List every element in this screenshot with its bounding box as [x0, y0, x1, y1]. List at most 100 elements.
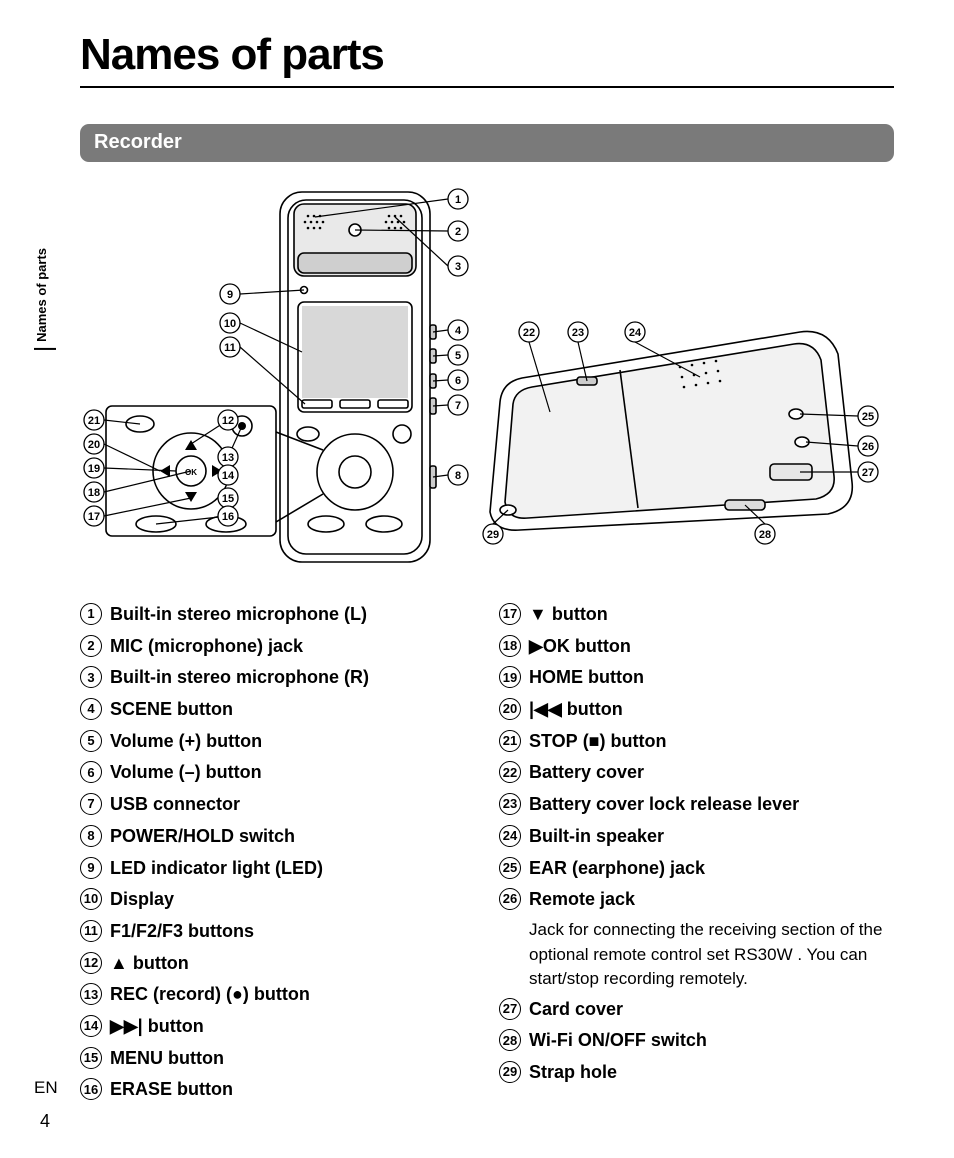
part-number: 26 [499, 888, 521, 910]
part-item-23: 23 Battery cover lock release lever [499, 790, 894, 820]
parts-column-right: 17▼ button 18 ▶OK button19HOME button20|◀◀… [499, 600, 894, 1107]
svg-text:8: 8 [455, 470, 461, 482]
part-item-8: 8 POWER/HOLD switch [80, 822, 475, 852]
part-label: EAR (earphone) jack [529, 854, 705, 884]
part-number: 23 [499, 793, 521, 815]
part-number: 24 [499, 825, 521, 847]
part-label: SCENE button [110, 695, 233, 725]
part-label: ▶OK button [529, 632, 631, 662]
part-label: USB connector [110, 790, 240, 820]
part-item-9: 9LED indicator light (LED) [80, 854, 475, 884]
part-item-12: 12▲ button [80, 949, 475, 979]
parts-list: 1 Built-in stereo microphone (L)2MIC (mic… [80, 600, 894, 1107]
part-number: 22 [499, 761, 521, 783]
part-item-28: 28 Wi-Fi ON/OFF switch [499, 1026, 894, 1056]
part-item-21: 21 STOP (■) button [499, 727, 894, 757]
part-item-20: 20|◀◀ button [499, 695, 894, 725]
part-number: 1 [80, 603, 102, 625]
part-label: HOME button [529, 663, 644, 693]
part-label: Built-in speaker [529, 822, 664, 852]
part-label: REC (record) (●) button [110, 980, 310, 1010]
part-label: Wi-Fi ON/OFF switch [529, 1026, 707, 1056]
svg-text:10: 10 [224, 318, 236, 330]
svg-text:29: 29 [487, 529, 499, 541]
part-label: Battery cover lock release lever [529, 790, 799, 820]
svg-text:13: 13 [222, 452, 234, 464]
part-number: 28 [499, 1029, 521, 1051]
svg-text:11: 11 [224, 342, 236, 354]
part-label: STOP (■) button [529, 727, 667, 757]
part-item-25: 25 EAR (earphone) jack [499, 854, 894, 884]
part-number: 21 [499, 730, 521, 752]
part-number: 2 [80, 635, 102, 657]
footer-page-number: 4 [40, 1111, 50, 1132]
part-number: 20 [499, 698, 521, 720]
part-label: POWER/HOLD switch [110, 822, 295, 852]
part-label: Strap hole [529, 1058, 617, 1088]
svg-text:18: 18 [88, 487, 100, 499]
part-number: 14 [80, 1015, 102, 1037]
part-item-15: 15 MENU button [80, 1044, 475, 1074]
part-item-22: 22Battery cover [499, 758, 894, 788]
part-number: 4 [80, 698, 102, 720]
part-label: Built-in stereo microphone (R) [110, 663, 369, 693]
part-number: 8 [80, 825, 102, 847]
part-number: 17 [499, 603, 521, 625]
side-tab: Names of parts [34, 248, 56, 350]
part-number: 11 [80, 920, 102, 942]
svg-text:20: 20 [88, 439, 100, 451]
svg-text:17: 17 [88, 511, 100, 523]
part-number: 15 [80, 1047, 102, 1069]
part-item-27: 27Card cover [499, 995, 894, 1025]
part-item-10: 10 Display [80, 885, 475, 915]
svg-text:12: 12 [222, 415, 234, 427]
svg-text:21: 21 [88, 415, 100, 427]
part-item-17: 17▼ button [499, 600, 894, 630]
svg-text:9: 9 [227, 289, 233, 301]
part-label: Display [110, 885, 174, 915]
part-number: 13 [80, 983, 102, 1005]
part-label: ERASE button [110, 1075, 233, 1105]
part-number: 25 [499, 857, 521, 879]
part-label: Remote jack [529, 885, 635, 915]
svg-text:27: 27 [862, 467, 874, 479]
part-label: ▶▶| button [110, 1012, 204, 1042]
svg-text:1: 1 [455, 194, 461, 206]
svg-text:23: 23 [572, 327, 584, 339]
part-number: 10 [80, 888, 102, 910]
part-label: LED indicator light (LED) [110, 854, 323, 884]
part-item-3: 3 Built-in stereo microphone (R) [80, 663, 475, 693]
svg-text:19: 19 [88, 463, 100, 475]
svg-text:28: 28 [759, 529, 771, 541]
part-number: 12 [80, 952, 102, 974]
recorder-diagram: OK 12345678 [80, 182, 894, 582]
part-number: 3 [80, 666, 102, 688]
part-label: F1/F2/F3 buttons [110, 917, 254, 947]
part-subtext: Jack for connecting the receiving sectio… [529, 918, 894, 992]
part-label: MENU button [110, 1044, 224, 1074]
part-item-2: 2MIC (microphone) jack [80, 632, 475, 662]
part-label: Built-in stereo microphone (L) [110, 600, 367, 630]
part-label: Volume (–) button [110, 758, 262, 788]
part-item-7: 7 USB connector [80, 790, 475, 820]
svg-text:4: 4 [455, 325, 462, 337]
part-item-18: 18 ▶OK button [499, 632, 894, 662]
part-number: 7 [80, 793, 102, 815]
part-item-5: 5Volume (+) button [80, 727, 475, 757]
section-bar-recorder: Recorder [80, 124, 894, 162]
part-number: 16 [80, 1078, 102, 1100]
part-item-1: 1 Built-in stereo microphone (L) [80, 600, 475, 630]
part-item-11: 11 F1/F2/F3 buttons [80, 917, 475, 947]
svg-text:15: 15 [222, 493, 234, 505]
parts-column-left: 1 Built-in stereo microphone (L)2MIC (mic… [80, 600, 475, 1107]
part-number: 27 [499, 998, 521, 1020]
part-label: Volume (+) button [110, 727, 262, 757]
svg-text:22: 22 [523, 327, 535, 339]
part-item-6: 6Volume (–) button [80, 758, 475, 788]
part-item-14: 14 ▶▶| button [80, 1012, 475, 1042]
part-number: 18 [499, 635, 521, 657]
part-item-26: 26 Remote jack [499, 885, 894, 915]
part-number: 29 [499, 1061, 521, 1083]
part-item-29: 29 Strap hole [499, 1058, 894, 1088]
part-item-19: 19HOME button [499, 663, 894, 693]
